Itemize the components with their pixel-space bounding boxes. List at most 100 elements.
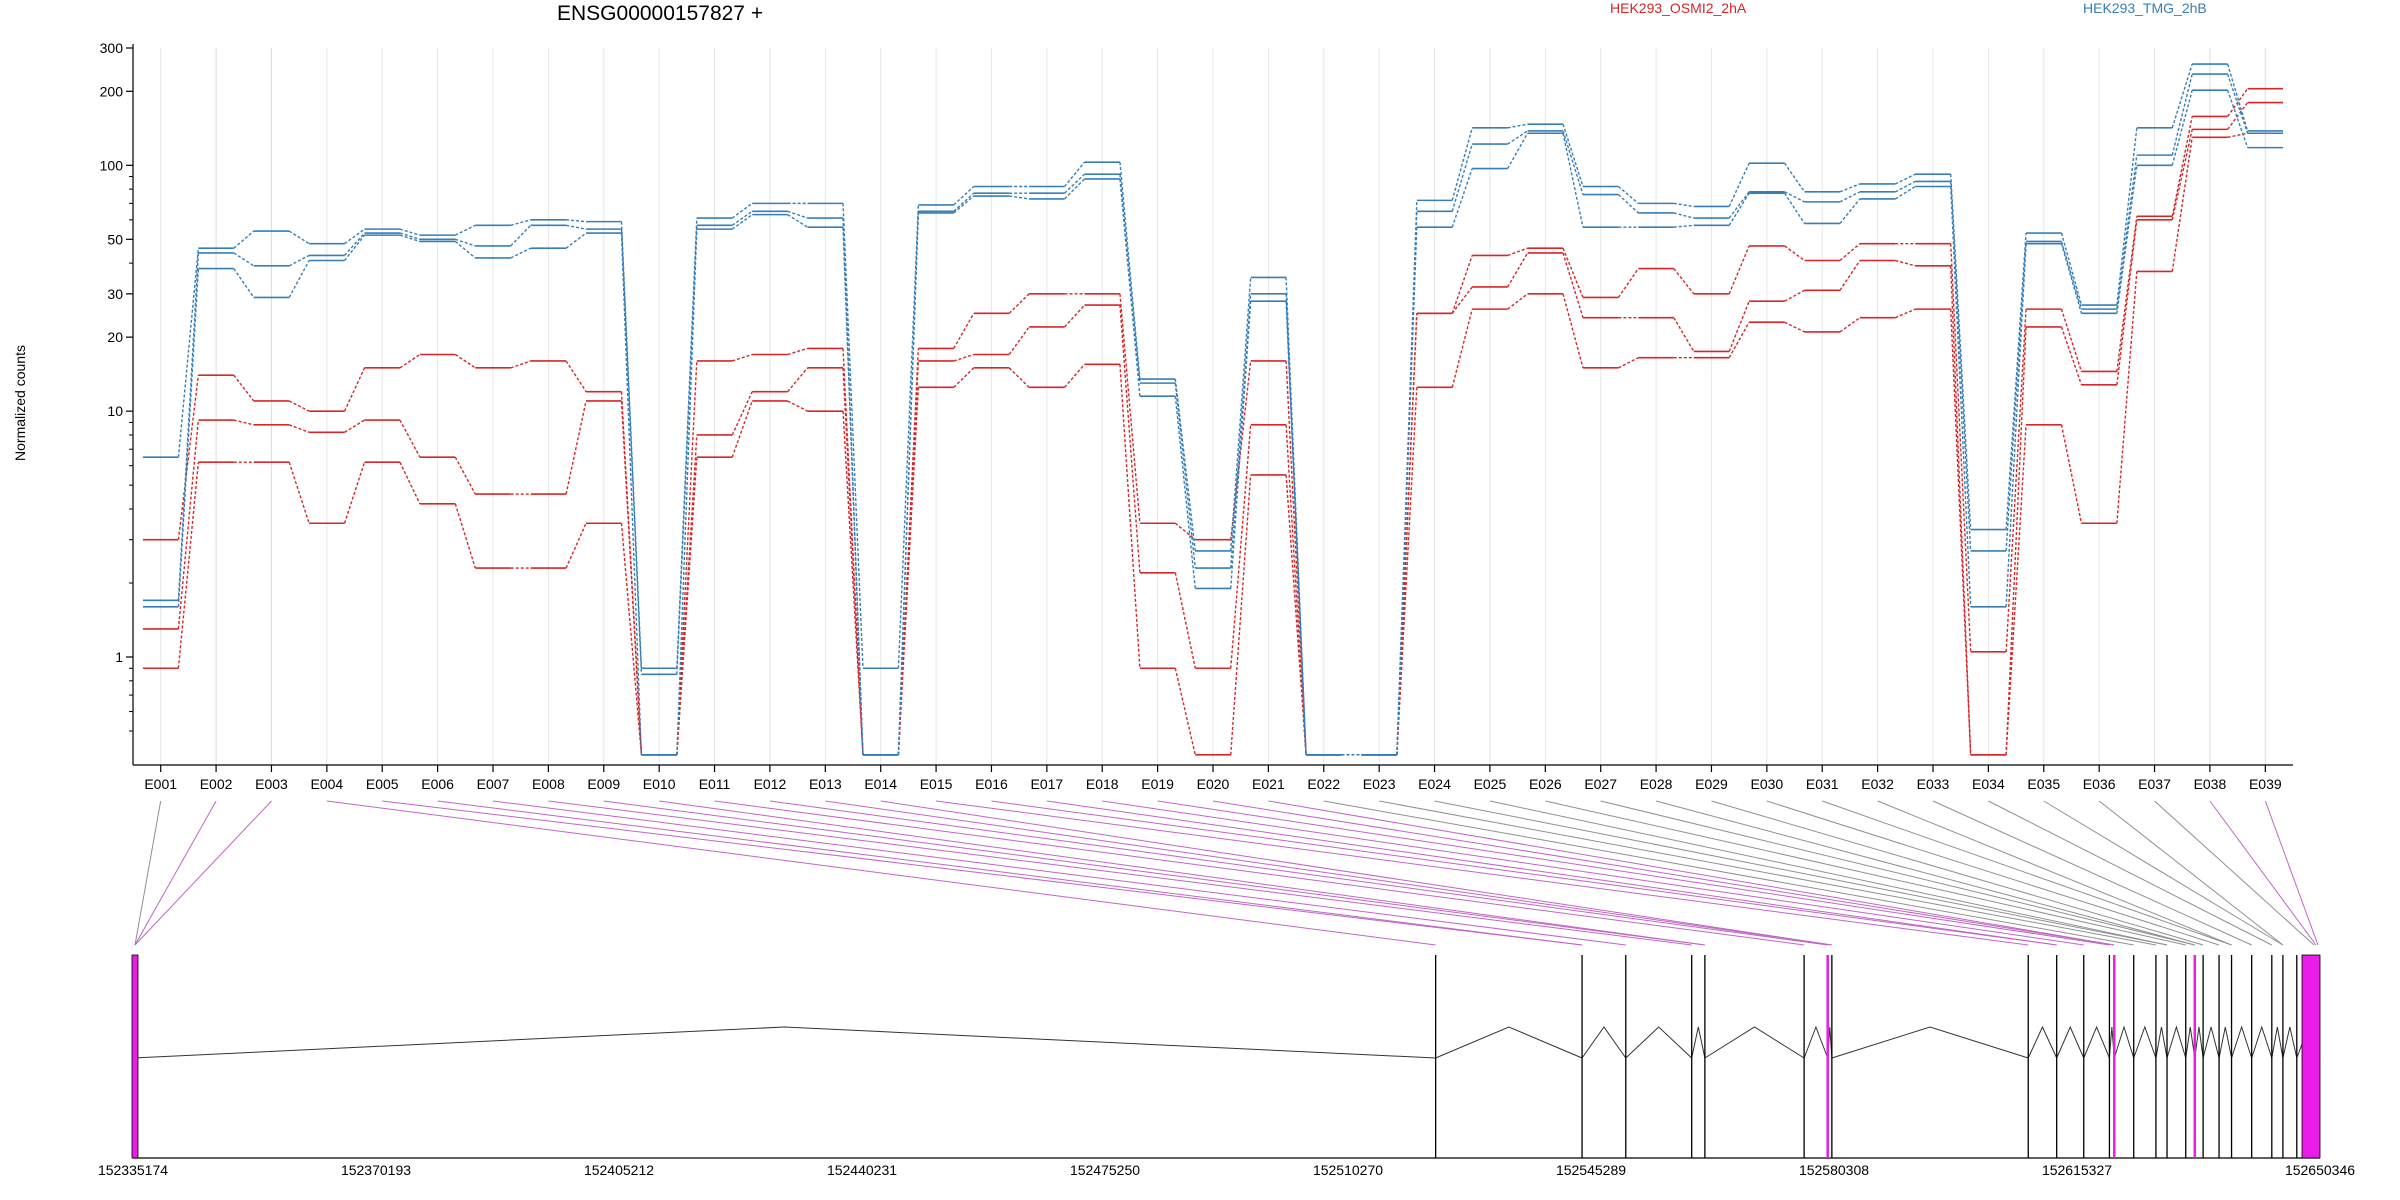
- x-tick-label: E005: [366, 776, 399, 792]
- exon-connector: [437, 800, 1583, 946]
- series-connector: [2060, 241, 2083, 310]
- series-connector: [177, 252, 200, 601]
- series-connector: [1507, 123, 1528, 129]
- intron: [2155, 1026, 2168, 1059]
- series-connector: [344, 228, 365, 245]
- series-connector: [344, 419, 365, 433]
- intron: [2133, 1025, 2157, 1059]
- series-connector: [953, 192, 975, 212]
- exon-connector: [492, 800, 1626, 946]
- y-tick-label: 10: [107, 403, 123, 419]
- series-connector: [1174, 668, 1196, 755]
- x-tick-label: E038: [2194, 776, 2227, 792]
- exon-connector: [134, 800, 217, 946]
- series-connector: [565, 224, 587, 230]
- x-tick-label: E032: [1861, 776, 1894, 792]
- exon-connector: [134, 800, 272, 946]
- series-connector: [842, 411, 864, 755]
- exon-connector: [2264, 800, 2319, 946]
- series-connector: [343, 461, 366, 524]
- intron: [1691, 1026, 1706, 1059]
- exon-connector: [2209, 800, 2317, 946]
- x-tick-label: E006: [421, 776, 454, 792]
- exon-connector: [769, 800, 1828, 946]
- series-connector: [897, 212, 920, 755]
- intron: [2282, 1026, 2298, 1059]
- series-connector: [233, 268, 255, 298]
- series-connector: [1950, 174, 1972, 530]
- series-connector: [1783, 162, 1806, 193]
- series-connector: [454, 456, 476, 495]
- x-tick-label: E020: [1197, 776, 1230, 792]
- series-connector: [1895, 308, 1916, 319]
- intron: [2218, 1026, 2233, 1059]
- series-connector: [787, 210, 808, 219]
- series-connector: [1728, 191, 1750, 219]
- series-connector: [897, 204, 920, 669]
- series-connector: [787, 214, 808, 228]
- intron: [132, 1026, 1436, 1059]
- series-layer: [142, 63, 2284, 756]
- series-connector: [1396, 313, 1418, 755]
- coordinate-label: 152580308: [1799, 1162, 1869, 1178]
- gridlines: [160, 48, 2266, 765]
- series-connector: [1064, 161, 1086, 187]
- x-tick-label: E039: [2249, 776, 2282, 792]
- series-connector: [1950, 309, 1972, 755]
- x-tick-label: E025: [1474, 776, 1507, 792]
- x-tick-label: E008: [532, 776, 565, 792]
- series-connector: [565, 522, 587, 569]
- series-connector: [1894, 185, 1916, 200]
- series-connector: [1507, 247, 1528, 257]
- series-connector: [2171, 63, 2193, 129]
- series-connector: [1008, 326, 1030, 355]
- exon-connector: [2098, 800, 2284, 946]
- series-connector: [1230, 301, 1252, 589]
- exon-connector: [134, 800, 162, 946]
- series-6: [142, 89, 2284, 756]
- series-connector: [1784, 191, 1805, 203]
- series-connector: [1285, 293, 1307, 755]
- x-tick-label: E036: [2083, 776, 2116, 792]
- series-connector: [1396, 227, 1418, 755]
- exon-connector: [2154, 800, 2315, 946]
- exon-connector: [1268, 800, 2115, 946]
- x-tick-label: E022: [1307, 776, 1340, 792]
- series-connector: [1119, 364, 1141, 669]
- exon-connector: [326, 800, 1436, 946]
- series-connector: [1230, 424, 1252, 669]
- intron: [2231, 1025, 2253, 1059]
- series-connector: [2227, 132, 2248, 138]
- series-connector: [1230, 293, 1252, 569]
- series-connector: [2116, 219, 2138, 385]
- exon-connector: [1102, 800, 2084, 946]
- series-connector: [1285, 360, 1307, 755]
- series-connector: [1895, 259, 1916, 267]
- series-connector: [1673, 224, 1694, 228]
- x-tick-label: E011: [699, 776, 731, 792]
- series-connector: [731, 210, 753, 226]
- exon-connector: [1655, 800, 2195, 946]
- series-connector: [620, 233, 643, 755]
- series-connector: [1728, 300, 1750, 352]
- series-connector: [455, 224, 476, 236]
- exon-connectors: [134, 800, 2319, 946]
- y-tick-label: 30: [107, 286, 123, 302]
- x-tick-label: E028: [1640, 776, 1673, 792]
- axes: 1 10 20 30 50 100 200 300 E001 E002 E003 E004 E005 E0…: [100, 40, 2293, 792]
- series-connector: [897, 387, 920, 755]
- legend-osmi2: HEK293_OSMI2_2hA: [1610, 0, 1747, 16]
- x-tick-label: E034: [1972, 776, 2005, 792]
- exon-connector: [1212, 800, 2115, 946]
- exon: [2301, 954, 2321, 1159]
- series-connector: [676, 360, 698, 755]
- series-connector: [676, 434, 698, 755]
- series-connector: [731, 202, 753, 219]
- series-connector: [177, 248, 200, 458]
- series-connector: [454, 503, 476, 569]
- series-connector: [2005, 309, 2027, 652]
- series-2: [142, 101, 2284, 756]
- series-connector: [897, 360, 920, 755]
- intron: [2083, 1025, 2110, 1059]
- series-connector: [1119, 178, 1141, 397]
